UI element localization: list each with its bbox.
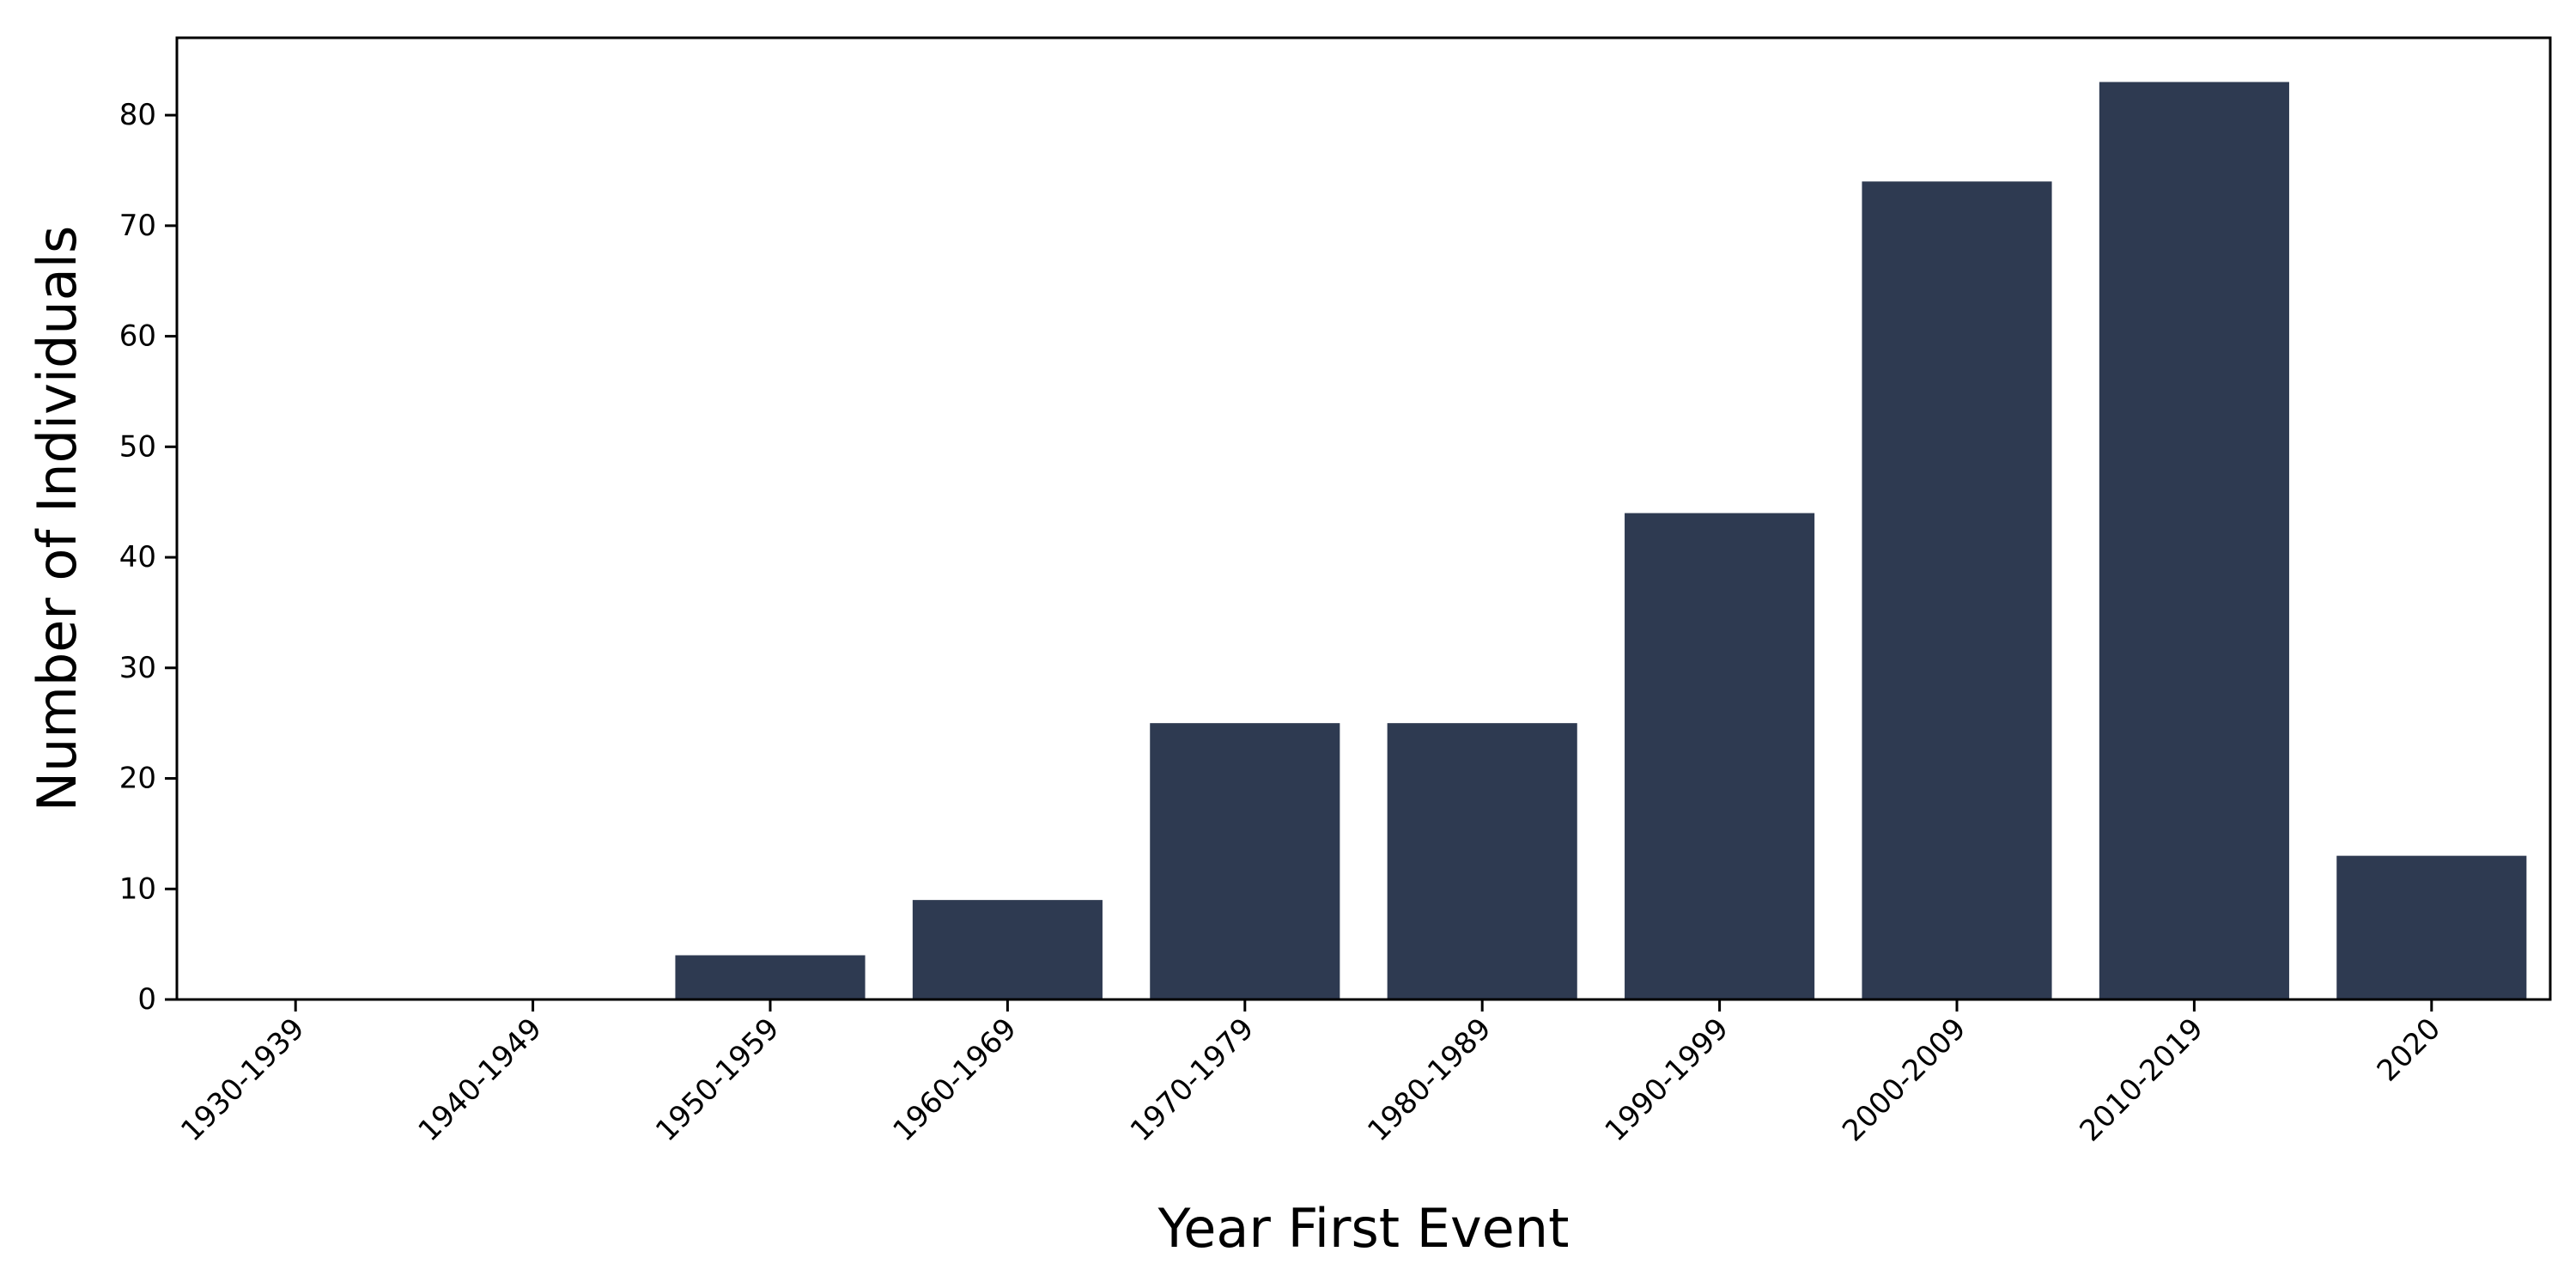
x-tick-label: 1930-1939 xyxy=(174,1012,311,1148)
y-axis-ticks: 0 10 20 30 40 50 60 70 80 xyxy=(119,98,177,1017)
bar-1960-1969 xyxy=(912,900,1103,999)
bar-1950-1959 xyxy=(675,955,866,999)
x-tick-label: 1980-1989 xyxy=(1361,1012,1498,1148)
bar-1990-1999 xyxy=(1625,513,1815,999)
bars-group xyxy=(675,82,2527,999)
x-tick-label: 1990-1999 xyxy=(1599,1012,1735,1148)
y-tick-label: 30 xyxy=(119,651,156,685)
y-tick-label: 70 xyxy=(119,209,156,243)
x-axis-ticks: 1930-1939 1940-1949 1950-1959 1960-1969 1970… xyxy=(174,999,2447,1148)
x-tick-label: 1970-1979 xyxy=(1124,1012,1261,1148)
x-tick-label: 1950-1959 xyxy=(649,1012,786,1148)
bar-2020 xyxy=(2336,855,2527,999)
y-axis-label: Number of Individuals xyxy=(26,226,88,811)
y-tick-label: 0 xyxy=(137,982,156,1017)
bar-1980-1989 xyxy=(1387,723,1577,999)
y-tick-label: 10 xyxy=(119,872,156,906)
bar-2000-2009 xyxy=(1862,181,2052,999)
x-tick-label: 1940-1949 xyxy=(412,1012,549,1148)
x-tick-label: 2000-2009 xyxy=(1836,1012,1972,1148)
x-axis-label: Year First Event xyxy=(1157,1197,1570,1260)
x-tick-label: 1960-1969 xyxy=(886,1012,1023,1148)
y-tick-label: 20 xyxy=(119,762,156,796)
x-tick-label: 2020 xyxy=(2371,1012,2447,1088)
plot-frame xyxy=(175,36,2552,1001)
x-tick-label: 2010-2019 xyxy=(2073,1012,2209,1148)
y-tick-label: 50 xyxy=(119,429,156,464)
y-tick-label: 60 xyxy=(119,319,156,354)
y-tick-label: 40 xyxy=(119,540,156,574)
bar-2010-2019 xyxy=(2099,82,2289,999)
y-tick-label: 80 xyxy=(119,98,156,132)
bar-1970-1979 xyxy=(1150,723,1340,999)
